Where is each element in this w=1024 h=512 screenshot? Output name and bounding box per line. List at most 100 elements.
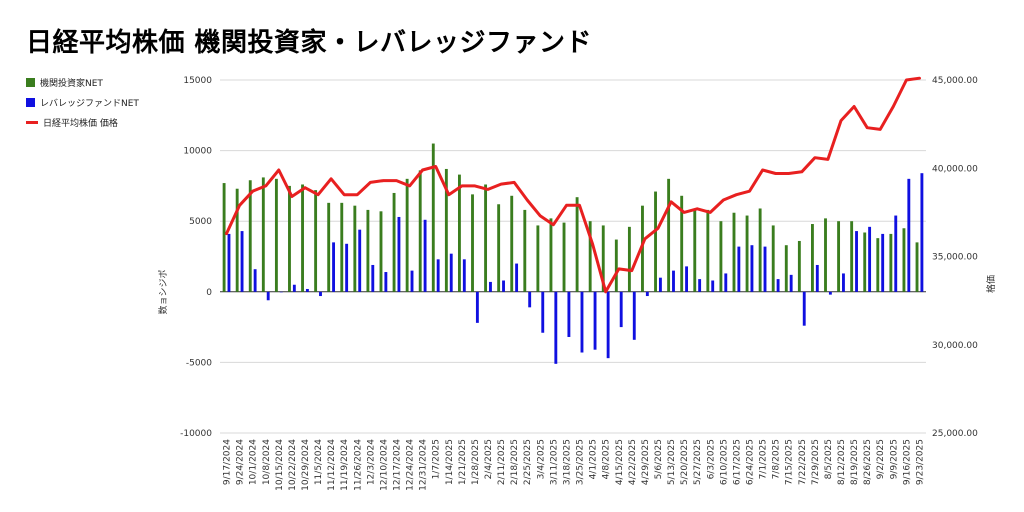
bar-leverage [815,264,819,292]
bar-leverage [580,291,584,353]
x-tick-label: 7/29/2025 [811,439,821,485]
x-tick-label: 7/15/2025 [785,439,795,485]
x-tick-label: 4/29/2025 [641,439,651,485]
bar-leverage [292,284,296,292]
legend-item-institutional: 機関投資家NET [26,72,139,92]
x-tick-label: 3/25/2025 [576,439,586,485]
bar-leverage [619,291,623,328]
x-tick-label: 11/12/2024 [327,439,337,491]
x-tick-label: 10/1/2024 [249,439,259,485]
bar-leverage [410,270,414,292]
x-tick-label: 10/15/2024 [275,439,285,491]
bar-leverage [436,259,440,292]
bar-leverage [489,281,492,292]
x-tick-label: 12/3/2024 [366,439,376,485]
bar-leverage [528,291,532,308]
legend-label: レバレッジファンドNET [40,98,139,109]
x-tick-label: 10/8/2024 [262,439,272,485]
x-tick-label: 6/24/2025 [746,439,756,485]
x-tick-label: 4/22/2025 [628,439,638,485]
y2-tick-label: 35,000.00 [932,253,978,263]
bar-institutional [837,221,841,292]
bar-leverage [279,291,283,293]
bar-institutional [222,183,226,292]
x-tick-label: 9/16/2025 [902,439,912,485]
bar-institutional [405,178,409,292]
bar-institutional [667,178,671,292]
bar-leverage [541,291,545,333]
bar-institutional [274,178,278,292]
x-tick-label: 3/11/2025 [549,439,559,485]
x-tick-label: 5/27/2025 [693,439,703,485]
bar-institutional [418,170,422,292]
bar-leverage [345,243,349,292]
x-tick-label: 8/5/2025 [824,439,834,479]
y-tick-label: 10000 [183,147,212,157]
y2-tick-label: 45,000.00 [932,76,978,86]
bar-leverage [449,253,453,292]
bar-leverage [423,219,427,292]
bar-leverage [593,291,597,350]
legend-swatch-red [26,120,38,124]
bar-institutional [562,222,566,292]
bar-institutional [392,192,396,292]
y-axis-left: 15000 10000 5000 0 -5000 -10000 [180,76,212,439]
bar-institutional [549,218,553,292]
x-tick-label: 7/8/2025 [772,439,782,479]
bar-institutional [810,224,814,292]
bar-institutional [444,168,448,292]
x-tick-label: 5/13/2025 [667,439,677,485]
x-tick-label: 4/15/2025 [615,439,625,485]
x-tick-label: 5/20/2025 [680,439,690,485]
bar-institutional [261,177,265,292]
bar-leverage [358,229,362,292]
bar-institutional [314,190,318,292]
x-tick-label: 1/7/2025 [432,439,442,479]
x-tick-label: 3/4/2025 [536,439,546,479]
x-tick-label: 9/9/2025 [889,439,899,479]
bar-institutional [248,180,252,292]
bar-leverage [698,279,702,292]
y-tick-label: -10000 [180,429,212,439]
x-tick-label: 7/1/2025 [759,439,769,479]
bar-institutional [484,184,488,292]
bar-leverage [855,231,858,292]
y-axis-right: 45,000.00 40,000.00 35,000.00 30,000.00 25,0… [932,76,978,439]
bar-leverage [894,215,898,292]
x-tick-label: 6/3/2025 [706,439,716,479]
legend-label: 機関投資家NET [40,78,103,89]
bar-leverage [240,231,244,292]
bar-leverage [828,291,832,295]
x-tick-label: 6/10/2025 [719,439,729,485]
bar-institutional [680,195,684,292]
bar-leverage [371,264,375,292]
bar-institutional [510,195,514,292]
bar-institutional [327,202,331,292]
bar-institutional [824,218,827,292]
x-tick-label: 10/29/2024 [301,439,311,491]
chart-title: 日経平均株価 機関投資家・レバレッジファンド [26,28,593,58]
x-tick-label: 12/10/2024 [379,439,389,491]
legend-swatch-green [26,77,35,87]
bar-leverage [253,269,257,292]
x-tick-label: 12/17/2024 [393,439,403,491]
x-tick-label: 10/22/2024 [288,439,298,491]
bar-institutional [863,232,867,292]
legend-item-price: 日経平均株価 価格 [26,112,139,132]
bar-leverage [305,288,309,292]
bar-institutional [366,209,370,292]
price-series-line [225,76,921,294]
bar-institutional [641,205,644,292]
x-tick-label: 11/19/2024 [340,439,350,491]
legend-label: 日経平均株価 価格 [43,118,118,129]
bar-leverage [881,233,885,292]
bar-institutional [915,242,919,292]
x-tick-label: 11/26/2024 [353,439,363,491]
bar-leverage [606,291,610,359]
bar-leverage [711,280,715,292]
bar-leverage [750,245,754,292]
bar-leverage [227,233,231,292]
bar-leverage [475,291,479,323]
bar-leverage [724,273,728,292]
price-line [225,76,921,294]
